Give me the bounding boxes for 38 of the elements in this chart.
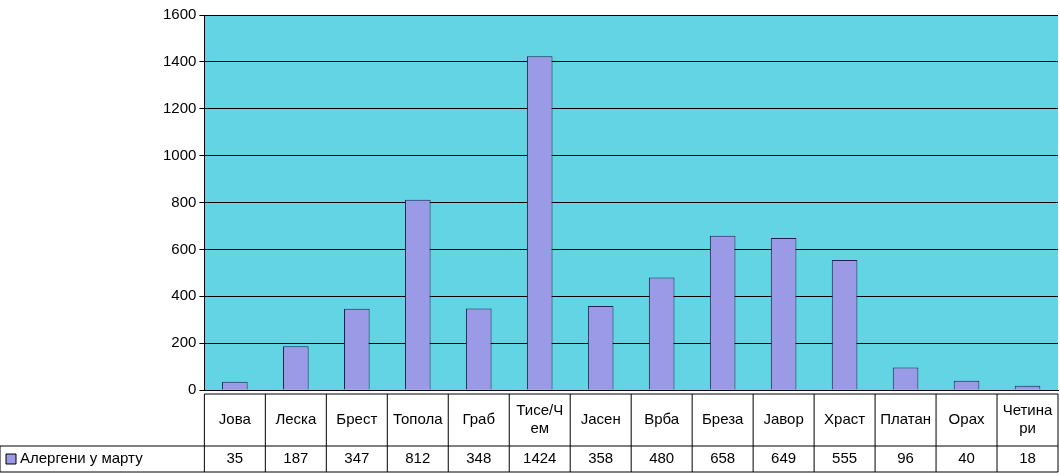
y-tick-label: 1200	[162, 98, 197, 116]
y-tick-label: 400	[171, 286, 197, 304]
y-tick-label: 800	[171, 192, 197, 210]
x-tick-label: Топола	[392, 410, 444, 428]
x-tick-label: Бреза	[701, 410, 745, 428]
x-tick-label: Четинари	[1002, 401, 1054, 437]
y-tick-label: 600	[171, 239, 197, 257]
x-tick-label: Јавор	[763, 410, 804, 428]
data-label: 555	[832, 449, 858, 467]
x-tick-label: Орах	[948, 410, 985, 428]
x-tick-label: Брест	[336, 410, 378, 428]
x-tick-label: Тисе/Чем	[516, 401, 564, 437]
data-label: 347	[344, 449, 370, 467]
data-label: 187	[283, 449, 309, 467]
data-label: 35	[226, 449, 244, 467]
x-tick-label: Леска	[275, 410, 317, 428]
y-tick-label: 1000	[162, 145, 197, 163]
data-label: 40	[958, 449, 975, 467]
data-label: 649	[771, 449, 797, 467]
data-label: 1424	[523, 449, 557, 467]
data-label: 96	[897, 449, 914, 467]
x-tick-label: Храст	[824, 410, 866, 428]
x-tick-label: Граб	[462, 410, 496, 428]
y-tick-label: 200	[171, 333, 197, 351]
data-label: 348	[466, 449, 492, 467]
x-tick-label: Платан	[880, 410, 931, 428]
y-tick-label: 1600	[162, 5, 197, 23]
data-label: 358	[588, 449, 614, 467]
data-label: 658	[710, 449, 736, 467]
data-label: 18	[1019, 449, 1036, 467]
y-tick-label: 0	[188, 380, 197, 398]
y-tick-label: 1400	[162, 52, 197, 70]
x-tick-label: Јова	[218, 410, 252, 428]
data-label: 480	[649, 449, 675, 467]
legend-label: Алергени у марту	[20, 449, 144, 467]
x-tick-label: Врба	[644, 410, 680, 428]
x-tick-label: Јасен	[580, 410, 621, 428]
data-label: 812	[405, 449, 431, 467]
